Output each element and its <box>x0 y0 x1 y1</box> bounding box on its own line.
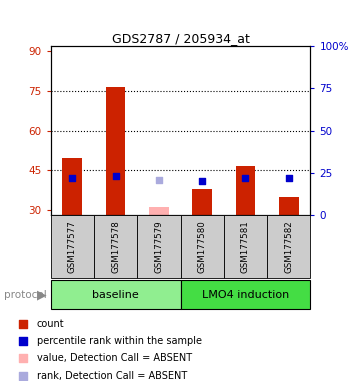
Point <box>113 173 118 179</box>
Point <box>243 175 248 181</box>
Point <box>20 373 26 379</box>
Text: rank, Detection Call = ABSENT: rank, Detection Call = ABSENT <box>36 371 187 381</box>
Bar <box>180 215 224 278</box>
Text: value, Detection Call = ABSENT: value, Detection Call = ABSENT <box>36 353 192 363</box>
Bar <box>180 280 310 309</box>
Text: baseline: baseline <box>92 290 139 300</box>
Point <box>20 338 26 344</box>
Text: GSM177580: GSM177580 <box>198 220 206 273</box>
Point <box>199 178 205 184</box>
Bar <box>137 215 180 278</box>
Bar <box>192 189 212 215</box>
Bar <box>267 215 310 278</box>
Text: protocol: protocol <box>4 290 46 300</box>
Point <box>156 177 162 183</box>
Bar <box>51 215 94 278</box>
Text: GSM177577: GSM177577 <box>68 220 77 273</box>
Bar <box>94 215 137 278</box>
Bar <box>149 207 169 215</box>
Point <box>20 355 26 361</box>
Text: GSM177581: GSM177581 <box>241 220 250 273</box>
Bar <box>51 280 180 309</box>
Text: GSM177582: GSM177582 <box>284 220 293 273</box>
Text: count: count <box>36 319 64 329</box>
Text: percentile rank within the sample: percentile rank within the sample <box>36 336 201 346</box>
Bar <box>62 158 82 215</box>
Point <box>20 321 26 328</box>
Point <box>286 175 292 181</box>
Title: GDS2787 / 205934_at: GDS2787 / 205934_at <box>112 32 249 45</box>
Text: ▶: ▶ <box>37 288 46 301</box>
Bar <box>106 87 125 215</box>
Bar <box>224 215 267 278</box>
Text: GSM177578: GSM177578 <box>111 220 120 273</box>
Text: GSM177579: GSM177579 <box>155 220 163 273</box>
Bar <box>236 166 255 215</box>
Bar <box>279 197 299 215</box>
Point <box>69 175 75 181</box>
Text: LMO4 induction: LMO4 induction <box>202 290 289 300</box>
